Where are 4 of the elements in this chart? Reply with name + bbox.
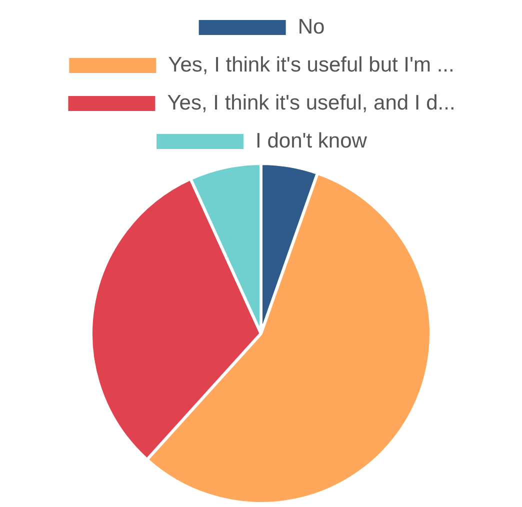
legend-label: Yes, I think it's useful, and I d... bbox=[167, 91, 456, 114]
legend-label: I don't know bbox=[256, 129, 368, 152]
legend-label: No bbox=[298, 15, 325, 38]
legend-label: Yes, I think it's useful but I'm ... bbox=[168, 53, 454, 76]
